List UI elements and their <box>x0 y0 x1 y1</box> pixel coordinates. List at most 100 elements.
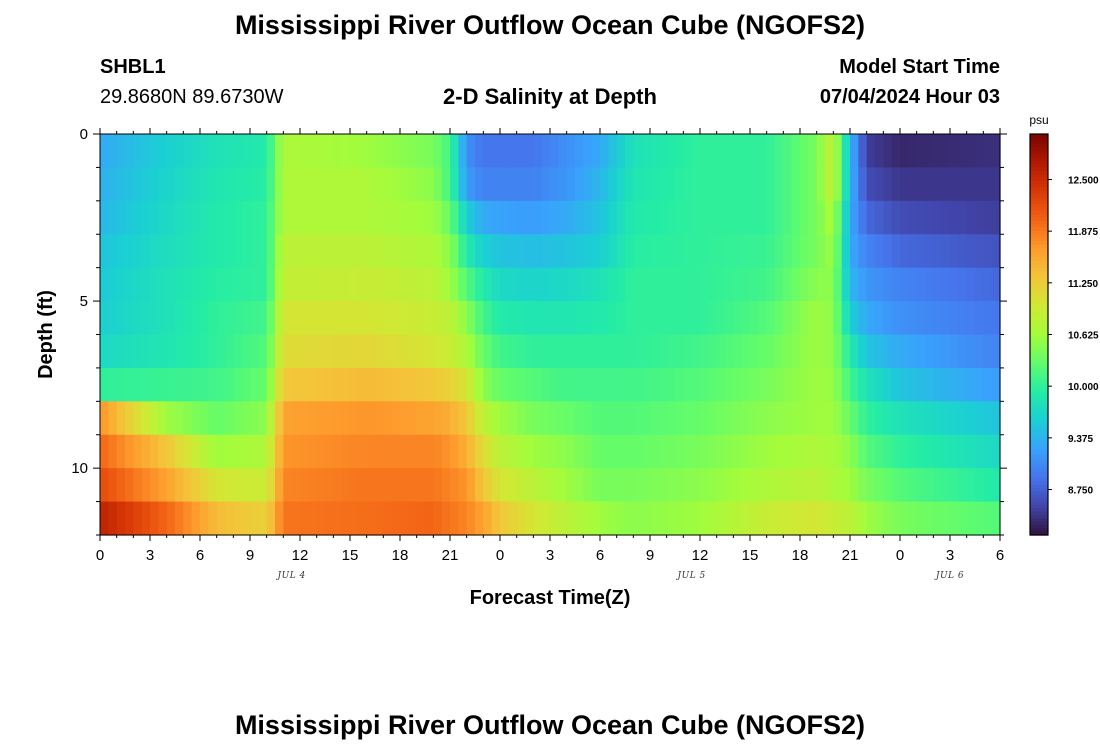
heatmap-cell <box>175 167 184 202</box>
heatmap-cell <box>941 334 951 369</box>
heatmap-cell <box>958 434 968 469</box>
heatmap-cell <box>166 134 176 169</box>
heatmap-cell <box>791 234 801 269</box>
heatmap-cell <box>533 367 543 402</box>
heatmap-cell <box>900 234 909 269</box>
heatmap-cell <box>933 301 943 336</box>
heatmap-cell <box>550 267 559 302</box>
heatmap-cell <box>183 468 193 503</box>
colorbar-segment <box>1030 234 1048 239</box>
heatmap-cell <box>775 367 784 402</box>
heatmap-cell <box>883 501 893 536</box>
heatmap-cell <box>216 167 226 202</box>
heatmap-cell <box>591 468 601 503</box>
heatmap-cell <box>375 434 384 469</box>
heatmap-cell <box>283 200 293 235</box>
heatmap-cell <box>808 401 818 436</box>
heatmap-cell <box>400 401 409 436</box>
heatmap-cell <box>958 468 968 503</box>
heatmap-cell <box>166 468 176 503</box>
heatmap-cell <box>333 468 343 503</box>
heatmap-cell <box>808 267 818 302</box>
heatmap-cell <box>416 200 426 235</box>
heatmap-cell <box>608 234 618 269</box>
colorbar-segment <box>1030 160 1048 165</box>
heatmap-cell <box>350 234 359 269</box>
colorbar-segment <box>1030 438 1048 443</box>
heatmap-cell <box>441 434 451 469</box>
heatmap-cell <box>600 167 609 202</box>
heatmap-cell <box>241 334 251 369</box>
heatmap-cell <box>683 501 693 536</box>
heatmap-cell <box>858 367 868 402</box>
heatmap-cell <box>425 434 434 469</box>
heatmap-cell <box>150 301 159 336</box>
heatmap-cell <box>166 267 176 302</box>
heatmap-cell <box>683 434 693 469</box>
heatmap-cell <box>816 501 826 536</box>
heatmap-cell <box>100 301 109 336</box>
heatmap-cell <box>241 234 251 269</box>
heatmap-cell <box>541 401 551 436</box>
heatmap-cell <box>200 200 209 235</box>
heatmap-cell <box>950 334 959 369</box>
heatmap-cell <box>600 200 609 235</box>
heatmap-cell <box>116 468 126 503</box>
heatmap-cell <box>133 134 143 169</box>
station-id: SHBL1 <box>100 56 166 78</box>
heatmap-cell <box>866 301 876 336</box>
heatmap-cell <box>841 401 851 436</box>
heatmap-cell <box>633 334 643 369</box>
heatmap-cell <box>141 200 151 235</box>
heatmap-cell <box>191 434 201 469</box>
colorbar-segment <box>1030 334 1048 339</box>
heatmap-cell <box>333 334 343 369</box>
heatmap-cell <box>766 134 776 169</box>
heatmap-cell <box>833 501 843 536</box>
heatmap-cell <box>350 134 359 169</box>
heatmap-cell <box>450 301 459 336</box>
heatmap-cell <box>675 301 684 336</box>
heatmap-cell <box>150 234 159 269</box>
heatmap-cell <box>808 134 818 169</box>
heatmap-cell <box>766 267 776 302</box>
heatmap-cell <box>325 468 334 503</box>
heatmap-cell <box>916 501 926 536</box>
heatmap-cell <box>441 334 451 369</box>
heatmap-cell <box>325 301 334 336</box>
heatmap-cell <box>258 401 268 436</box>
heatmap-cell <box>358 267 368 302</box>
heatmap-cell <box>791 401 801 436</box>
heatmap-cell <box>175 200 184 235</box>
heatmap-cell <box>625 301 634 336</box>
heatmap-cell <box>133 301 143 336</box>
heatmap-cell <box>275 200 284 235</box>
heatmap-cell <box>941 134 951 169</box>
heatmap-cell <box>850 501 859 536</box>
heatmap-cell <box>891 167 901 202</box>
heatmap-cell <box>133 167 143 202</box>
heatmap-cell <box>325 167 334 202</box>
heatmap-cell <box>333 367 343 402</box>
heatmap-cell <box>641 334 651 369</box>
heatmap-cell <box>783 334 793 369</box>
heatmap-cell <box>425 134 434 169</box>
heatmap-cell <box>141 167 151 202</box>
heatmap-cell <box>291 367 301 402</box>
heatmap-cell <box>608 301 618 336</box>
heatmap-cell <box>875 434 884 469</box>
heatmap-cell <box>616 501 626 536</box>
heatmap-cell <box>333 434 343 469</box>
heatmap-cell <box>316 267 326 302</box>
heatmap-cell <box>900 468 909 503</box>
heatmap-cell <box>300 134 309 169</box>
heatmap-cell <box>783 434 793 469</box>
heatmap-cell <box>933 134 943 169</box>
colorbar-segment <box>1030 401 1048 406</box>
heatmap-cell <box>241 501 251 536</box>
heatmap-cell <box>833 468 843 503</box>
heatmap-cell <box>966 301 976 336</box>
heatmap-cell <box>291 468 301 503</box>
heatmap-cell <box>975 468 984 503</box>
heatmap-cell <box>750 167 759 202</box>
